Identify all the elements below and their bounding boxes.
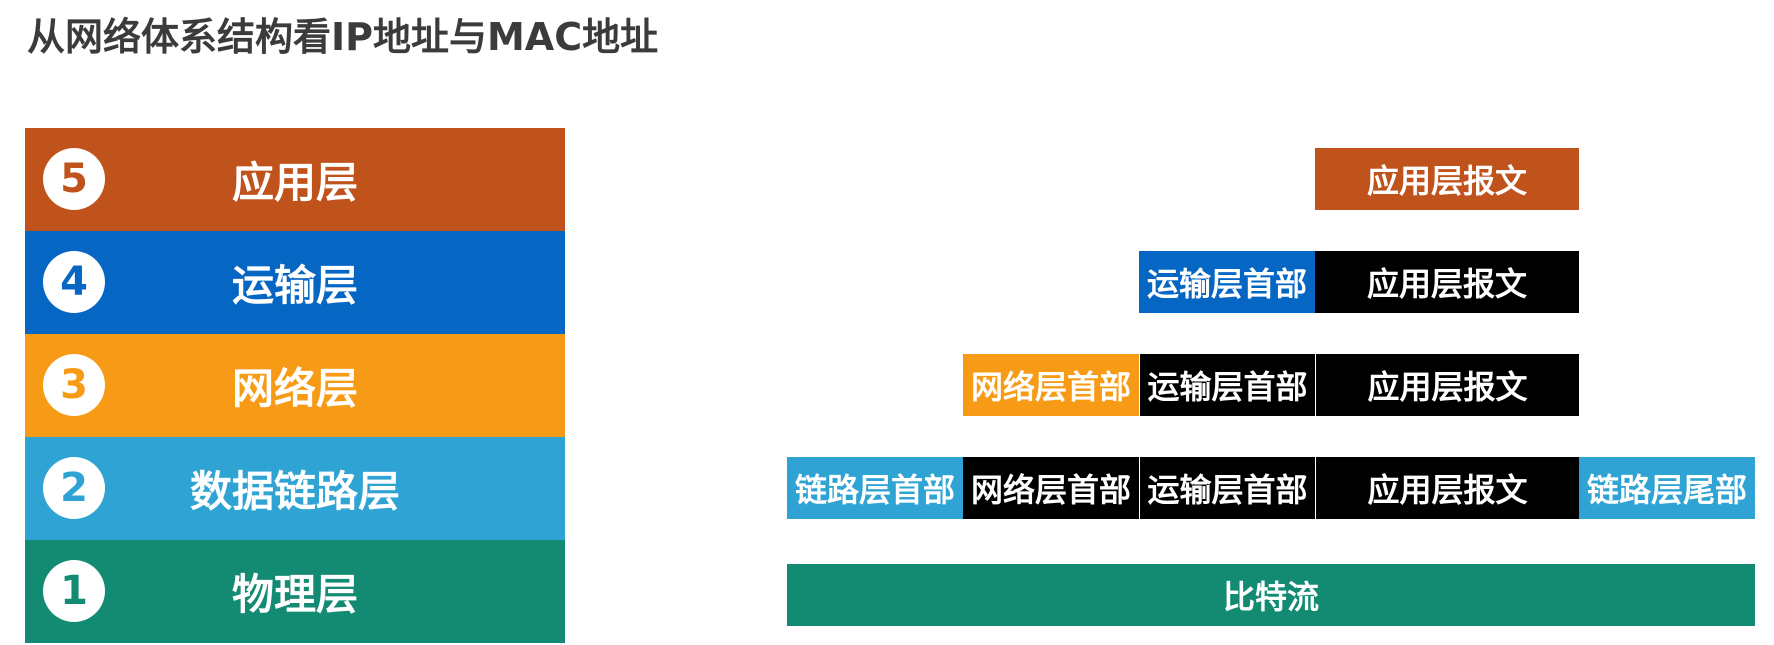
- application-message-block: 应用层报文: [1315, 148, 1579, 210]
- link-header-block: 链路层首部: [787, 457, 963, 519]
- layer-network: 3 网络层: [25, 334, 565, 437]
- layer-label: 物理层: [231, 570, 358, 619]
- layer-datalink: 2 数据链路层: [25, 437, 565, 540]
- layer-number-badge: 3: [43, 354, 105, 416]
- application-message-block: 应用层报文: [1315, 457, 1579, 519]
- transport-header-block: 运输层首部: [1139, 251, 1315, 313]
- application-message-block: 应用层报文: [1315, 354, 1579, 416]
- layer-physical: 1 物理层: [25, 540, 565, 643]
- application-message-block: 应用层报文: [1315, 251, 1579, 313]
- layer-application: 5 应用层: [25, 128, 565, 231]
- bitstream-block: 比特流: [787, 564, 1755, 626]
- transport-header-block: 运输层首部: [1139, 354, 1315, 416]
- layer-number-badge: 4: [43, 251, 105, 313]
- network-header-block: 网络层首部: [963, 457, 1139, 519]
- link-trailer-block: 链路层尾部: [1579, 457, 1755, 519]
- network-header-block: 网络层首部: [963, 354, 1139, 416]
- layer-transport: 4 运输层: [25, 231, 565, 334]
- layer-label: 网络层: [231, 364, 358, 413]
- transport-header-block: 运输层首部: [1139, 457, 1315, 519]
- layer-label: 数据链路层: [189, 467, 400, 516]
- layer-number-badge: 1: [43, 560, 105, 622]
- layer-number-badge: 2: [43, 457, 105, 519]
- page-title: 从网络体系结构看IP地址与MAC地址: [27, 15, 659, 59]
- layer-label: 应用层: [231, 158, 358, 207]
- layer-label: 运输层: [231, 261, 358, 310]
- layer-number-badge: 5: [43, 148, 105, 210]
